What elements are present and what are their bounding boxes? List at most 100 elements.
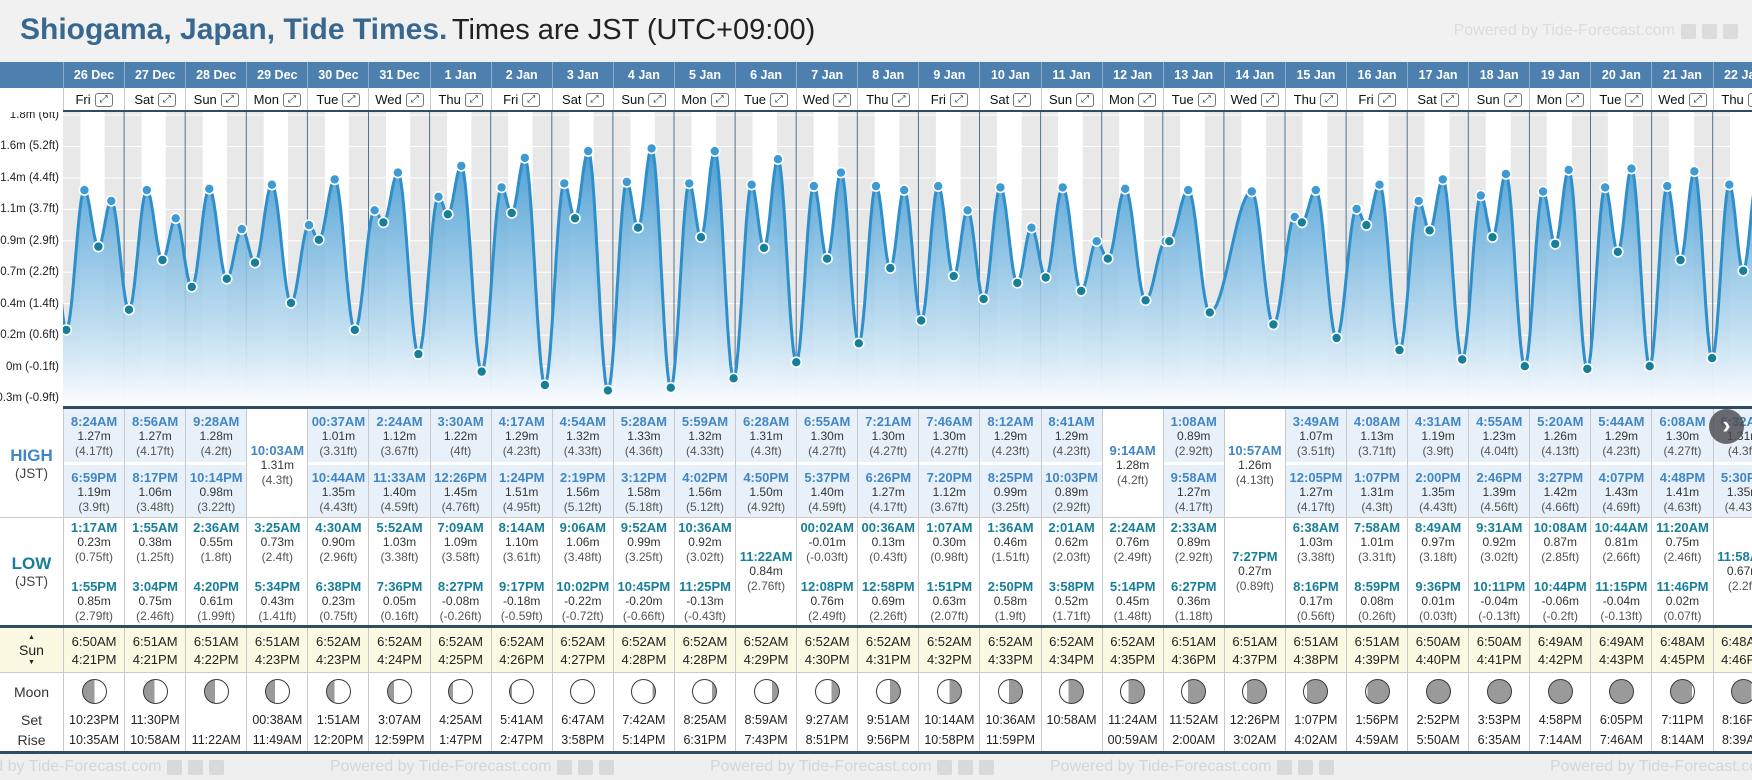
date-cell-container: 5 Jan — [673, 62, 735, 88]
high-tide-height-m: 1.12m — [932, 484, 967, 499]
low-tide-entry: 10:44AM 0.81m (2.66ft) — [1591, 518, 1651, 567]
moonrise-time-cell: 7:14AM — [1529, 729, 1590, 751]
high-tide-entry: 2:24AM 1.12m (3.67ft) — [369, 409, 430, 462]
high-tide-height-m: 1.28m — [199, 429, 233, 443]
high-tide-time: 8:41AM — [1048, 414, 1095, 429]
expand-day-button[interactable]: ⤢ — [1261, 92, 1280, 107]
expand-day-button[interactable]: ⤢ — [648, 92, 667, 107]
sun-times-cell: 6:52AM 4:27PM — [551, 628, 613, 672]
watermark-icon — [188, 759, 204, 775]
expand-day-button[interactable]: ⤢ — [405, 92, 424, 107]
date-cell: 31 Dec — [379, 68, 420, 82]
expand-day-button[interactable]: ⤢ — [1138, 92, 1157, 107]
expand-day-button[interactable]: ⤢ — [522, 92, 541, 107]
low-tide-entry: 9:36PM 0.01m (0.03ft) — [1408, 577, 1468, 626]
y-axis-tick-label: 0m (-0.1ft) — [5, 360, 59, 373]
expand-day-button[interactable]: ⤢ — [1688, 92, 1707, 107]
high-tide-cell: 9:28AM 1.28m (4.2ft) 10:14PM 0.98m (3.22ft) — [185, 409, 247, 517]
moonset-time-cell: 1:07PM — [1284, 710, 1346, 729]
low-tide-time: 7:58AM — [1353, 519, 1401, 535]
moonset-time-cell: 1:51AM — [307, 710, 368, 729]
watermark-top: Powered by Tide-Forecast.com — [1454, 22, 1738, 40]
expand-day-button[interactable]: ⤢ — [949, 92, 968, 107]
sun-times-cell: 6:52AM 4:31PM — [857, 628, 918, 672]
watermark-icon — [1319, 759, 1335, 775]
moon-phase-icon — [631, 679, 657, 704]
low-tide-height-m: 0.81m — [1604, 534, 1639, 549]
low-tide-entry: 9:06AM 1.06m (3.48ft) — [553, 518, 613, 567]
high-tide-height-m: 1.01m — [321, 429, 356, 443]
expand-day-button[interactable]: ⤢ — [770, 92, 789, 107]
high-tide-marker — [1025, 221, 1038, 234]
moon-phase-cell — [1590, 673, 1651, 710]
high-tide-height-ft: (4.3ft) — [1361, 499, 1393, 514]
low-tide-time: 6:38AM — [1292, 519, 1340, 535]
expand-day-button[interactable]: ⤢ — [1625, 92, 1644, 107]
expand-day-button[interactable]: ⤢ — [1013, 92, 1032, 107]
low-tide-time: 6:27PM — [1170, 578, 1217, 594]
expand-day-button[interactable]: ⤢ — [833, 92, 852, 107]
low-tide-marker — [1267, 318, 1280, 331]
expand-day-button[interactable]: ⤢ — [1565, 92, 1584, 107]
high-tide-height-ft: (3.9ft) — [1422, 444, 1454, 458]
expand-day-button[interactable]: ⤢ — [1747, 92, 1752, 107]
moonrise-time-cell — [1040, 729, 1102, 751]
expand-day-button[interactable]: ⤢ — [1503, 92, 1522, 107]
date-cell: 26 Dec — [73, 68, 115, 82]
sun-times-cell: 6:52AM 4:34PM — [1040, 628, 1102, 672]
expand-day-button[interactable]: ⤢ — [342, 92, 361, 107]
high-tide-height-m: 1.33m — [627, 429, 661, 443]
low-tide-entry: 1:55PM 0.85m (2.79ft) — [64, 577, 124, 626]
low-tide-entry: 11:20AM 0.75m (2.46ft) — [1652, 518, 1712, 567]
expand-day-button[interactable]: ⤢ — [585, 92, 604, 107]
expand-day-button[interactable]: ⤢ — [94, 92, 113, 107]
watermark-bottom: Powered by Tide-Forecast.com — [1550, 758, 1752, 776]
next-days-button[interactable]: › — [1709, 409, 1744, 444]
expand-day-button[interactable]: ⤢ — [282, 92, 301, 107]
low-tide-time: 8:59PM — [1354, 578, 1400, 594]
high-tide-time: 4:54AM — [559, 414, 606, 429]
low-tide-cell: 7:09AM 1.09m (3.58ft) 8:27PM -0.08m (-0.26ft) — [429, 518, 491, 625]
sun-times-cell: 6:48AM 4:45PM — [1651, 628, 1712, 672]
expand-day-button[interactable]: ⤢ — [892, 92, 911, 107]
expand-day-button[interactable]: ⤢ — [1197, 92, 1216, 107]
low-tide-time: 2:33AM — [1170, 519, 1217, 535]
low-tide-marker — [539, 379, 551, 391]
date-cell-container: 27 Dec — [124, 62, 185, 88]
expand-day-button[interactable]: ⤢ — [710, 92, 729, 107]
weekday-label: Sat — [989, 92, 1010, 107]
high-tide-time: 00:37AM — [311, 414, 366, 429]
low-tide-time: 8:27PM — [437, 578, 484, 594]
weekday-label: Tue — [744, 92, 767, 107]
high-tide-marker — [392, 166, 404, 179]
high-tide-entry: 3:49AM 1.07m (3.51ft) — [1285, 409, 1346, 462]
high-tide-height-ft: (4.23ft) — [1602, 444, 1641, 458]
watermark-text: Powered by Tide-Forecast.com — [330, 758, 552, 775]
weekday-cell: Wed ⤢ — [796, 88, 858, 112]
weekday-label: Mon — [681, 92, 707, 107]
low-tide-height-ft: (0.43ft) — [869, 549, 908, 564]
high-tide-height-m: 1.27m — [1299, 484, 1333, 499]
expand-day-button[interactable]: ⤢ — [157, 92, 176, 107]
high-tide-marker — [645, 142, 658, 155]
sunrise-arrow-icon: ▲ — [28, 633, 35, 641]
low-tide-height-m: 0.08m — [1360, 593, 1394, 608]
expand-day-button[interactable]: ⤢ — [1440, 92, 1459, 107]
weekday-cell: Thu⤢ — [1284, 88, 1346, 112]
expand-day-button[interactable]: ⤢ — [1320, 92, 1339, 107]
high-tide-marker — [236, 223, 248, 235]
high-tide-entry: 8:25PM 0.99m (3.25ft) — [980, 464, 1041, 517]
expand-day-button[interactable]: ⤢ — [220, 92, 239, 107]
sunset-time: 4:28PM — [621, 651, 667, 667]
expand-day-button[interactable]: ⤢ — [464, 92, 483, 107]
watermark-icon — [578, 759, 594, 775]
low-tide-marker — [632, 221, 644, 234]
chart-bottom-separator — [63, 406, 1752, 409]
expand-day-button[interactable]: ⤢ — [1076, 92, 1095, 107]
low-tide-height-ft: (-0.26ft) — [439, 608, 482, 623]
weekday-label: Mon — [1108, 92, 1135, 107]
date-cell: 8 Jan — [872, 68, 905, 82]
date-cell-container: 11 Jan — [1040, 62, 1102, 88]
y-axis-tick-label: -0.3m (-0.9ft) — [0, 391, 59, 404]
expand-day-button[interactable]: ⤢ — [1377, 92, 1396, 107]
